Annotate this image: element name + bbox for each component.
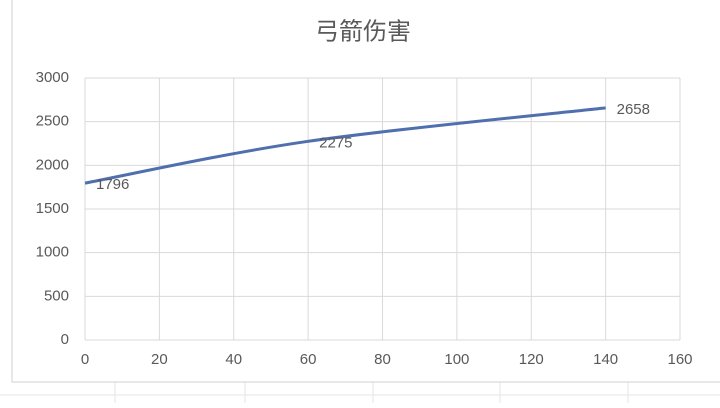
y-tick-label: 2000 bbox=[36, 156, 69, 173]
x-tick-label: 20 bbox=[151, 351, 168, 368]
y-tick-label: 1000 bbox=[36, 244, 69, 261]
x-tick-label: 140 bbox=[593, 351, 618, 368]
x-tick-label: 60 bbox=[300, 351, 317, 368]
line-series bbox=[84, 106, 606, 185]
x-tick-label: 160 bbox=[667, 351, 692, 368]
y-tick-label: 3000 bbox=[36, 69, 69, 86]
data-label: 2658 bbox=[617, 101, 650, 118]
chart-title: 弓箭伤害 bbox=[315, 18, 411, 45]
data-label: 2275 bbox=[319, 134, 352, 151]
x-tick-label: 40 bbox=[225, 351, 242, 368]
y-tick-label: 1500 bbox=[36, 200, 69, 217]
x-tick-label: 100 bbox=[444, 351, 469, 368]
y-tick-label: 2500 bbox=[36, 113, 69, 130]
x-tick-label: 80 bbox=[374, 351, 391, 368]
y-tick-label: 0 bbox=[61, 331, 69, 348]
data-label: 1796 bbox=[96, 176, 129, 193]
x-tick-label: 0 bbox=[81, 351, 89, 368]
y-tick-label: 500 bbox=[44, 287, 69, 304]
x-tick-label: 120 bbox=[519, 351, 544, 368]
